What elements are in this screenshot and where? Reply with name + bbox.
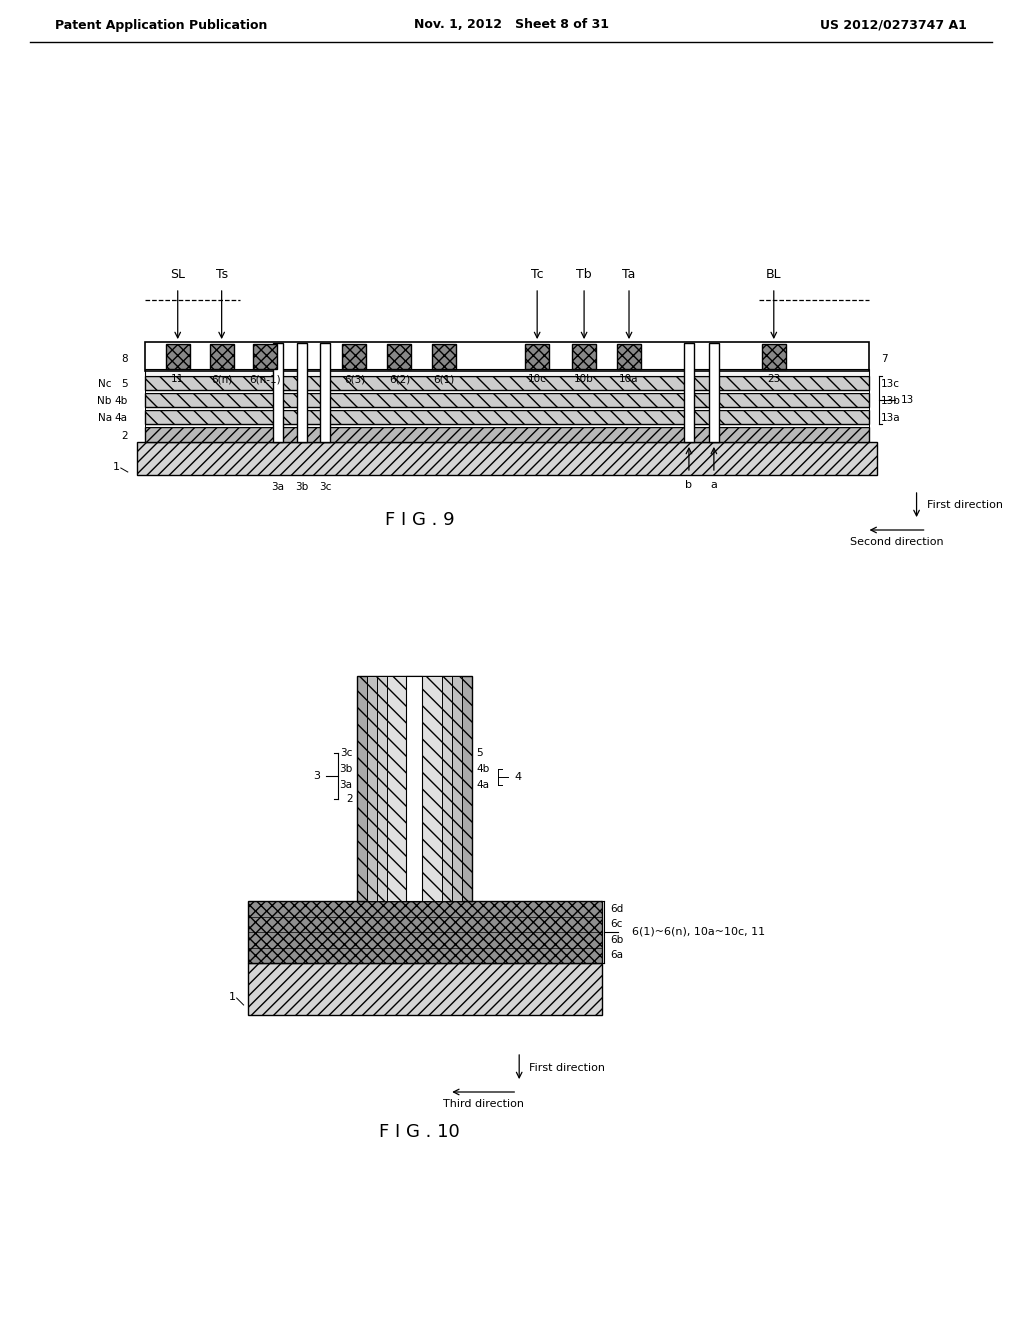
Text: Second direction: Second direction — [850, 537, 943, 546]
Text: First direction: First direction — [927, 500, 1002, 510]
Text: US 2012/0273747 A1: US 2012/0273747 A1 — [819, 18, 967, 32]
Bar — [321, 343, 331, 442]
Bar — [144, 411, 868, 424]
Text: SL: SL — [170, 268, 185, 281]
Text: 2: 2 — [346, 795, 352, 804]
Text: 1: 1 — [113, 462, 120, 473]
Bar — [617, 345, 641, 370]
Bar — [572, 345, 596, 370]
Text: BL: BL — [766, 268, 781, 281]
Bar — [378, 676, 453, 902]
Bar — [144, 422, 868, 426]
Text: 4b: 4b — [115, 396, 128, 407]
Bar — [762, 345, 785, 370]
Text: 13a: 13a — [881, 413, 900, 422]
Text: First direction: First direction — [529, 1063, 605, 1073]
Text: 13b: 13b — [881, 396, 900, 407]
Bar — [144, 370, 868, 376]
Text: Ts: Ts — [216, 268, 227, 281]
Text: 6(n): 6(n) — [211, 374, 232, 384]
Text: 2: 2 — [121, 432, 128, 441]
Text: Patent Application Publication: Patent Application Publication — [55, 18, 267, 32]
Bar — [342, 345, 367, 370]
Bar — [368, 676, 462, 902]
Bar — [248, 964, 602, 1015]
Bar — [297, 343, 306, 442]
Bar — [684, 343, 694, 442]
Text: 4: 4 — [514, 772, 521, 783]
Text: Ta: Ta — [623, 268, 636, 281]
Text: 3c: 3c — [319, 482, 332, 492]
Text: 4b: 4b — [476, 764, 489, 775]
Text: Nb: Nb — [97, 396, 112, 407]
Text: 7: 7 — [881, 354, 887, 364]
Text: 5: 5 — [121, 379, 128, 389]
Text: 6(1): 6(1) — [434, 374, 455, 384]
Bar — [272, 343, 283, 442]
Text: 10b: 10b — [574, 374, 594, 384]
Bar — [357, 676, 472, 902]
Text: 3c: 3c — [340, 748, 352, 758]
Text: F I G . 9: F I G . 9 — [385, 511, 455, 529]
Text: 6d: 6d — [610, 904, 624, 913]
Bar — [144, 376, 868, 389]
Bar — [144, 389, 868, 393]
Text: 5: 5 — [476, 748, 483, 758]
Text: Nc: Nc — [98, 379, 112, 389]
Bar — [525, 345, 549, 370]
Text: Na: Na — [97, 413, 112, 422]
Text: 4a: 4a — [115, 413, 128, 422]
Text: 13c: 13c — [881, 379, 900, 389]
Text: Third direction: Third direction — [442, 1100, 523, 1109]
Text: 3a: 3a — [339, 780, 352, 791]
Text: 6a: 6a — [610, 950, 623, 960]
Text: 6(n-1): 6(n-1) — [249, 374, 281, 384]
Text: 13: 13 — [900, 395, 913, 405]
Text: 3b: 3b — [339, 764, 352, 775]
Text: Tc: Tc — [530, 268, 544, 281]
Text: 6c: 6c — [610, 919, 623, 929]
Bar — [248, 902, 602, 964]
Bar — [137, 442, 877, 475]
Bar — [144, 426, 868, 442]
Text: 4a: 4a — [476, 780, 489, 791]
Text: 8: 8 — [121, 354, 128, 364]
Text: 3: 3 — [313, 771, 321, 781]
Bar — [432, 345, 457, 370]
Bar — [387, 345, 412, 370]
Text: 3a: 3a — [271, 482, 284, 492]
Text: 11: 11 — [171, 374, 184, 384]
Text: 3b: 3b — [295, 482, 308, 492]
Text: a: a — [711, 480, 718, 490]
Text: 1: 1 — [228, 993, 236, 1002]
Text: Tb: Tb — [577, 268, 592, 281]
Bar — [166, 345, 189, 370]
Bar — [253, 345, 276, 370]
Bar — [144, 342, 868, 371]
Text: 10c: 10c — [527, 374, 547, 384]
Text: Nov. 1, 2012   Sheet 8 of 31: Nov. 1, 2012 Sheet 8 of 31 — [414, 18, 608, 32]
Bar — [709, 343, 719, 442]
Bar — [387, 676, 442, 902]
Text: F I G . 10: F I G . 10 — [379, 1123, 460, 1140]
Text: 10a: 10a — [620, 374, 639, 384]
Text: 6b: 6b — [610, 935, 624, 945]
Text: 6(3): 6(3) — [344, 374, 366, 384]
Text: b: b — [685, 480, 692, 490]
Bar — [407, 676, 422, 902]
Bar — [144, 407, 868, 411]
Text: 23: 23 — [767, 374, 780, 384]
Text: 6(1)~6(n), 10a~10c, 11: 6(1)~6(n), 10a~10c, 11 — [633, 927, 766, 937]
Bar — [144, 393, 868, 407]
Text: 6(2): 6(2) — [389, 374, 410, 384]
Bar — [210, 345, 233, 370]
